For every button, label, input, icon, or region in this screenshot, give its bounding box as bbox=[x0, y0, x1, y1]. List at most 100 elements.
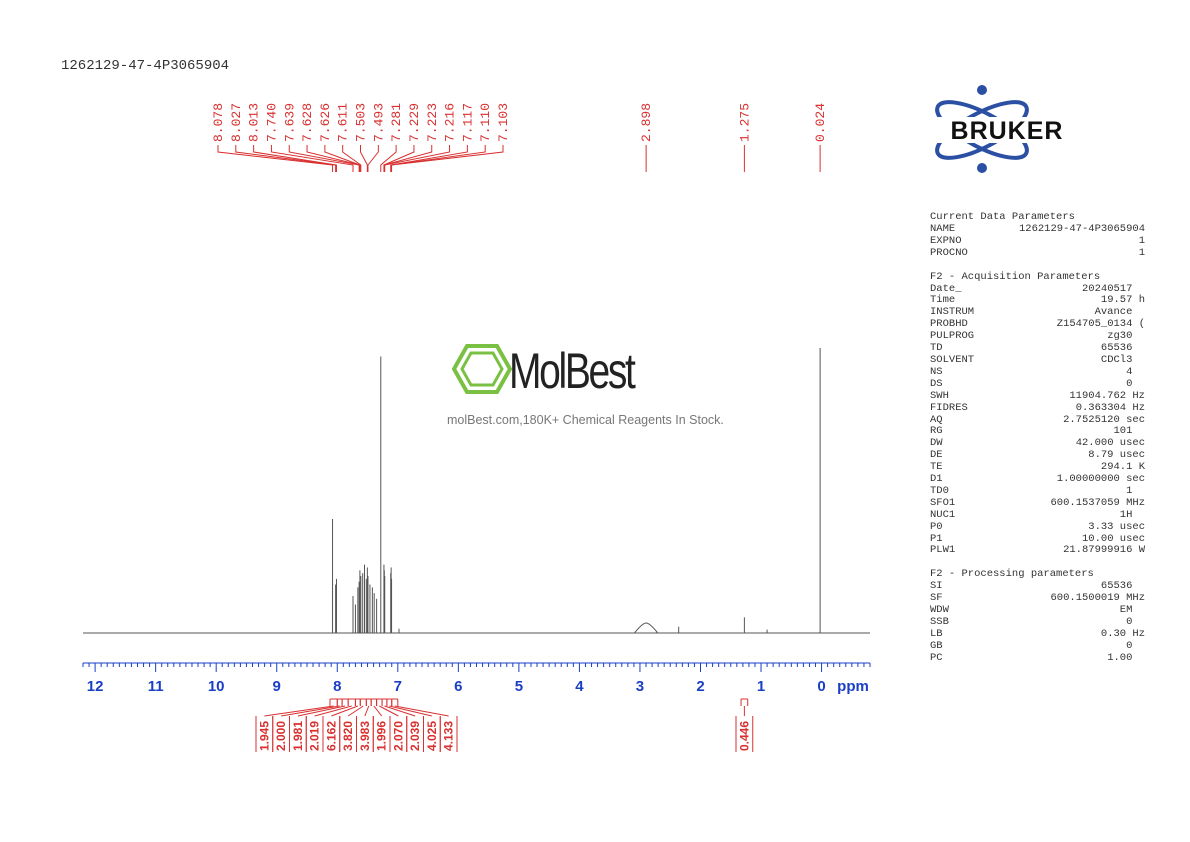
peak-label-leader bbox=[390, 145, 468, 172]
peak-label-leader bbox=[288, 145, 360, 172]
peak-label: 7.503 bbox=[354, 103, 369, 142]
param-value: Avance bbox=[1094, 306, 1145, 319]
param-row: D1 1.00000000 sec bbox=[930, 473, 1145, 486]
param-value: 21.87999916 W bbox=[1063, 544, 1145, 557]
integral-value: 2.039 bbox=[408, 721, 422, 751]
axis-tick-label: 3 bbox=[636, 678, 644, 695]
integral-leader bbox=[264, 705, 334, 717]
proc-params-title: F2 - Processing parameters bbox=[930, 568, 1094, 581]
peak-label-leader bbox=[217, 145, 334, 172]
param-row: PLW1 21.87999916 W bbox=[930, 545, 1145, 557]
param-row: PULPROG zg30 bbox=[930, 330, 1145, 343]
peak bbox=[634, 622, 659, 634]
param-value: 4 bbox=[1126, 365, 1145, 378]
param-value: 294.1 K bbox=[1100, 461, 1145, 474]
peak-label: 7.103 bbox=[496, 103, 511, 142]
param-key: TD0 bbox=[930, 484, 949, 497]
acq-params-title: F2 - Acquisition Parameters bbox=[930, 270, 1101, 283]
peak-label: 7.281 bbox=[389, 103, 404, 142]
param-key: P1 bbox=[930, 532, 943, 545]
logo-electron-1 bbox=[977, 85, 987, 95]
integral-value: 4.133 bbox=[442, 721, 456, 751]
axis-tick-label: 11 bbox=[148, 678, 164, 695]
current-params-title: Current Data Parameters bbox=[930, 211, 1075, 223]
peak-label: 2.898 bbox=[639, 103, 654, 142]
param-key: RG bbox=[930, 425, 943, 438]
param-key: GB bbox=[930, 639, 943, 652]
param-value: EM bbox=[1119, 604, 1145, 617]
param-value: 20240517 bbox=[1081, 282, 1145, 295]
integral-value: 2.019 bbox=[308, 721, 322, 751]
param-row: Date_ 20240517 bbox=[930, 282, 1145, 296]
axis-tick-label: 9 bbox=[273, 678, 281, 695]
param-value: 10.00 usec bbox=[1081, 532, 1145, 545]
param-key: EXPNO bbox=[930, 234, 962, 247]
param-value: 101 bbox=[1113, 425, 1145, 438]
bruker-logo: BRUKER bbox=[924, 85, 1090, 173]
axis-tick-label: 1 bbox=[757, 678, 765, 695]
param-value: 600.1500019 MHz bbox=[1050, 592, 1145, 605]
peak-label: 7.216 bbox=[443, 103, 458, 142]
axis-tick-label: 7 bbox=[394, 678, 402, 695]
integral-value: 1.981 bbox=[291, 721, 305, 751]
param-key: NS bbox=[930, 365, 943, 378]
param-value: 2.7525120 sec bbox=[1063, 413, 1145, 426]
logo-orbit-2 bbox=[935, 100, 1029, 160]
logo-orbit-1 bbox=[935, 100, 1029, 160]
param-key: PLW1 bbox=[930, 544, 956, 557]
logo-electron-2 bbox=[977, 163, 987, 173]
integral-leader bbox=[364, 705, 370, 717]
param-key: SF bbox=[930, 592, 943, 605]
param-key: TE bbox=[930, 461, 943, 474]
axis-tick-label: 5 bbox=[515, 678, 523, 695]
param-key: Time bbox=[930, 294, 956, 307]
param-value: 0 bbox=[1126, 377, 1145, 390]
param-row: SWH 11904.762 Hz bbox=[930, 390, 1145, 403]
peak-label-leader bbox=[390, 145, 486, 172]
param-value: 19.57 h bbox=[1100, 294, 1145, 307]
param-value: 8.79 usec bbox=[1088, 449, 1145, 462]
bruker-text: BRUKER bbox=[951, 117, 1064, 145]
param-key: LB bbox=[930, 627, 943, 640]
integral-leader bbox=[389, 705, 432, 717]
peak-labels: 8.078 8.027 8.013 7.740 7.639 7.628 7.626 7.611… bbox=[211, 103, 828, 172]
param-value: Z154705_0134 ( bbox=[1056, 318, 1145, 331]
param-value: 65536 bbox=[1100, 342, 1145, 355]
peak-label: 7.223 bbox=[425, 103, 440, 142]
param-value: 0 bbox=[1126, 639, 1145, 652]
param-row: FIDRES 0.363304 Hz bbox=[930, 401, 1145, 415]
param-row: PROCNO 1 bbox=[930, 247, 1145, 260]
param-row: SF 600.1500019 MHz bbox=[930, 592, 1145, 605]
integral-value: 0.446 bbox=[737, 721, 751, 751]
param-key: PROBHD bbox=[930, 318, 968, 331]
param-key: NUC1 bbox=[930, 508, 956, 521]
peak-label: 7.626 bbox=[318, 103, 333, 142]
param-key: PC bbox=[930, 651, 943, 664]
param-key: PULPROG bbox=[930, 330, 975, 343]
peak-label: 0.024 bbox=[813, 103, 828, 142]
peak-label: 7.229 bbox=[407, 103, 422, 142]
param-row: NAME 1262129-47-4P3065904 bbox=[930, 223, 1145, 236]
param-row: WDW EM bbox=[930, 604, 1145, 617]
param-key: P0 bbox=[930, 520, 943, 533]
param-row: P1 10.00 usec bbox=[930, 532, 1145, 546]
param-row: INSTRUM Avance bbox=[930, 306, 1145, 319]
param-value: 3.33 usec bbox=[1088, 520, 1145, 533]
logo-text-bg bbox=[924, 117, 1090, 143]
param-row: Time 19.57 h bbox=[930, 295, 1145, 307]
param-value: 1 bbox=[1126, 484, 1145, 497]
benzene-icon bbox=[452, 344, 512, 394]
param-value: 42.000 usec bbox=[1075, 437, 1145, 450]
sample-name: 1262129-47-4P3065904 bbox=[61, 58, 230, 74]
integral-value: 3.983 bbox=[358, 721, 372, 751]
peak-label-leader bbox=[324, 145, 361, 172]
param-row: DE 8.79 usec bbox=[930, 449, 1145, 462]
peak-label-leader bbox=[253, 145, 337, 172]
param-key: FIDRES bbox=[930, 401, 968, 414]
param-row: DS 0 bbox=[930, 377, 1145, 391]
param-row: SFO1 600.1537059 MHz bbox=[930, 497, 1145, 510]
integral-leader bbox=[314, 705, 352, 717]
param-row: SSB 0 bbox=[930, 616, 1145, 629]
integral-leader bbox=[394, 705, 449, 717]
